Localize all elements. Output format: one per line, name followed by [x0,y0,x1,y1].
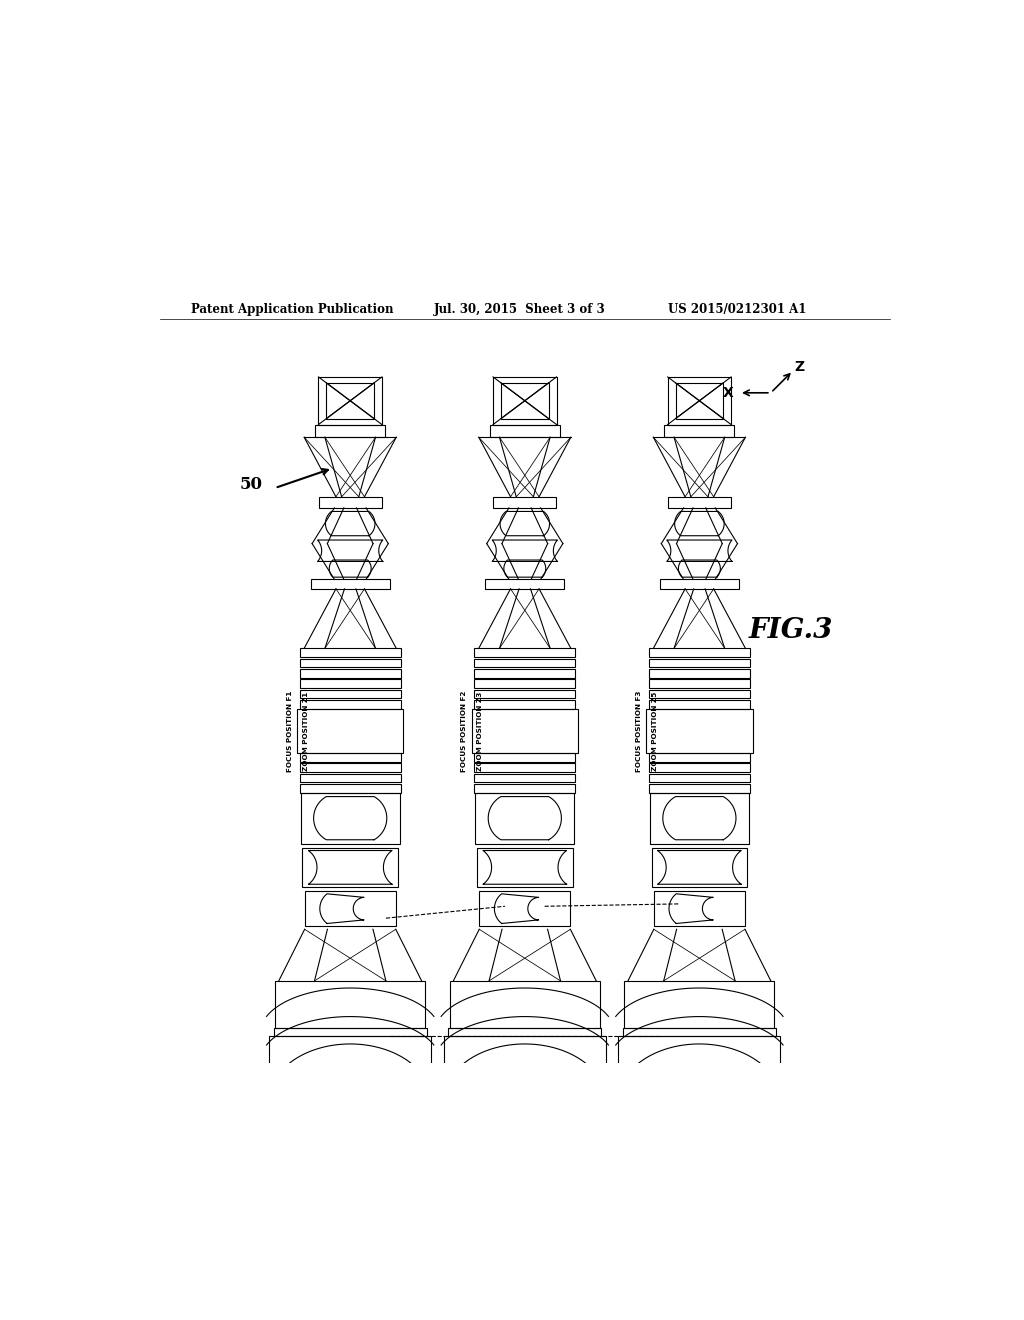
Text: Patent Application Publication: Patent Application Publication [191,304,394,315]
Bar [623,1028,776,1036]
Text: X: X [723,385,733,400]
Bar [297,709,403,754]
Bar [494,378,557,425]
Bar [300,680,400,688]
Bar [668,496,731,508]
Bar [649,689,750,698]
Bar [769,1151,809,1170]
Bar [501,383,549,418]
Text: FOCUS POSITION F2: FOCUS POSITION F2 [462,690,468,772]
Bar [318,496,382,508]
Bar [300,763,400,772]
Bar [310,579,390,589]
Bar [300,689,400,698]
Bar [305,891,395,927]
Bar [273,1028,427,1036]
Bar [625,981,774,1028]
Bar [590,1151,630,1170]
Bar [474,659,575,668]
Bar [489,425,560,437]
Bar [474,680,575,688]
Bar [300,700,400,709]
Text: ZOOM POSITION Z5: ZOOM POSITION Z5 [652,692,658,771]
Bar [618,1036,780,1097]
Bar [650,793,749,843]
Bar [474,784,575,793]
Bar [651,847,748,887]
Bar [485,579,564,589]
Bar [665,425,734,437]
Text: FOCUS POSITION F1: FOCUS POSITION F1 [287,690,293,772]
Bar [477,847,572,887]
Bar [275,981,425,1028]
Bar [649,784,750,793]
Bar [649,774,750,783]
Bar [315,425,385,437]
Text: Jul. 30, 2015  Sheet 3 of 3: Jul. 30, 2015 Sheet 3 of 3 [433,304,605,315]
Bar [443,1036,606,1097]
Bar [494,496,556,508]
Bar [595,1151,634,1170]
Text: ZOOM POSITION Z3: ZOOM POSITION Z3 [477,692,483,771]
Bar [474,648,575,657]
Bar [300,659,400,668]
Bar [300,669,400,677]
Bar [450,981,600,1028]
Bar [300,774,400,783]
Text: Z: Z [795,360,805,374]
Bar [269,1036,431,1097]
Bar [301,793,399,843]
Bar [300,648,400,657]
Bar [479,891,570,927]
Bar [302,847,398,887]
Bar [649,659,750,668]
Bar [659,579,739,589]
Bar [668,378,731,425]
Bar [416,1151,455,1170]
Text: FIG.3: FIG.3 [749,618,833,644]
Bar [472,709,578,754]
Text: US 2015/0212301 A1: US 2015/0212301 A1 [668,304,806,315]
Bar [318,378,382,425]
Text: ZOOM POSITION Z1: ZOOM POSITION Z1 [303,692,309,771]
Bar [474,763,575,772]
Bar [300,754,400,762]
Bar [649,669,750,677]
Bar [474,774,575,783]
Bar [449,1028,601,1036]
Bar [474,700,575,709]
Bar [649,648,750,657]
Bar [646,709,753,754]
Text: 50: 50 [240,475,263,492]
Bar [649,754,750,762]
Bar [474,689,575,698]
Bar [676,383,723,418]
Bar [649,763,750,772]
Bar [420,1151,460,1170]
Bar [649,680,750,688]
Bar [327,383,374,418]
Bar [241,1151,281,1170]
Bar [654,891,744,927]
Bar [300,784,400,793]
Bar [649,700,750,709]
Bar [474,669,575,677]
Text: FOCUS POSITION F3: FOCUS POSITION F3 [636,690,642,772]
Bar [475,793,574,843]
Bar [474,754,575,762]
